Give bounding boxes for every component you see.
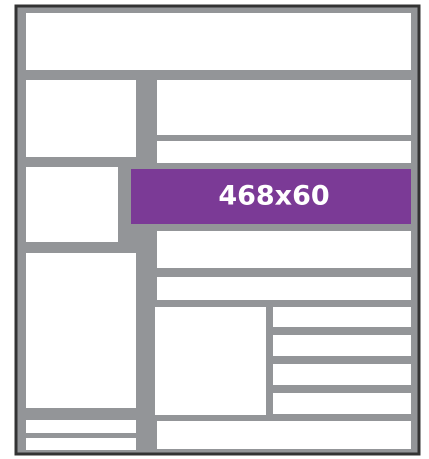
content-strip [273, 307, 411, 327]
content-strip [273, 393, 411, 414]
ad-banner [131, 169, 411, 224]
sidebar-block [26, 80, 136, 157]
sidebar-strip [26, 420, 136, 433]
sidebar-block [26, 253, 136, 408]
content-strip [157, 277, 411, 300]
content-strip [273, 364, 411, 385]
content-block [157, 421, 411, 449]
content-block [155, 307, 266, 415]
content-block [157, 231, 411, 268]
content-strip [157, 141, 411, 163]
header-block [26, 13, 411, 70]
ad-label: 468x60 [218, 181, 329, 212]
content-block [157, 80, 411, 135]
sidebar-block [26, 167, 118, 242]
sidebar-strip [26, 438, 136, 450]
content-strip [273, 335, 411, 356]
